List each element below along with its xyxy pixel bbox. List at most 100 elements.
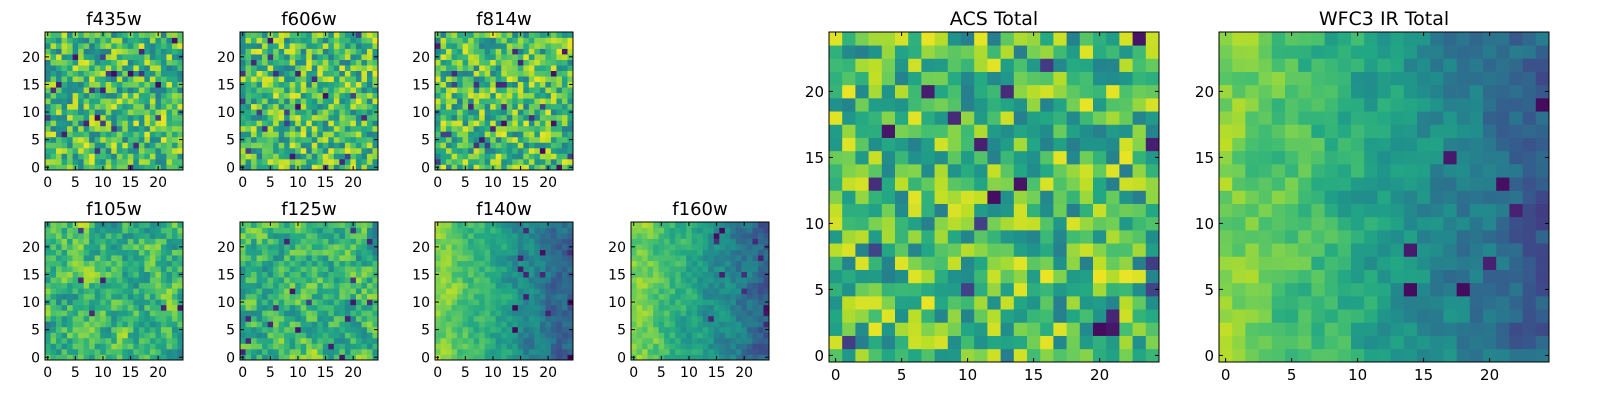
f435w-cell <box>116 65 123 71</box>
f606w-cell <box>251 37 257 44</box>
acs-total-cell <box>1066 177 1081 191</box>
f814w-cell <box>468 54 474 60</box>
f606w-cell <box>256 76 263 83</box>
f814w-cell <box>473 103 480 110</box>
f105w-cell <box>177 266 184 273</box>
f606w-cell <box>355 59 362 66</box>
acs-total-cell <box>895 203 909 218</box>
f140w-cell <box>446 266 452 273</box>
f606w-cell <box>311 98 318 105</box>
f435w-cell <box>127 87 134 94</box>
f140w-cell <box>495 227 502 234</box>
f160w-cell <box>675 288 682 295</box>
f105w-cell <box>50 255 57 261</box>
f435w-cell <box>127 48 134 55</box>
f435w-cell <box>67 81 73 88</box>
f125w-cell <box>350 271 357 278</box>
f105w-cell <box>83 233 90 239</box>
f814w-cell <box>479 114 486 121</box>
f105w-cell <box>144 222 151 228</box>
acs-total-cell <box>895 256 909 270</box>
f125w-cell <box>278 315 285 322</box>
f814w-cell <box>446 109 452 116</box>
f125w-cell <box>328 271 335 278</box>
f435w-cell <box>61 59 68 66</box>
f105w-cell <box>177 304 184 311</box>
f435w-cell <box>144 142 151 149</box>
f125w-cell <box>306 315 313 322</box>
f160w-cell <box>719 255 726 261</box>
f814w-cell <box>506 76 513 83</box>
f160w-cell <box>708 277 715 284</box>
f140w-cell <box>495 304 502 311</box>
f125w-cell <box>339 310 346 317</box>
f814w-cell <box>539 120 546 127</box>
f140w-cell <box>556 315 563 322</box>
f606w-cell <box>366 37 373 44</box>
f125w-cell <box>300 310 307 317</box>
f140w-cell <box>457 238 463 245</box>
f814w-cell <box>440 65 447 71</box>
f105w-cell <box>166 249 173 256</box>
f435w-cell <box>45 37 51 44</box>
f814w-cell <box>545 109 552 116</box>
f814w-ytick-label: 0 <box>421 160 430 176</box>
f814w-cell <box>506 147 513 154</box>
f435w-cell <box>122 136 129 143</box>
acs-total-cell <box>868 296 883 310</box>
f125w-cell <box>267 277 274 284</box>
acs-total-cell <box>1040 150 1054 165</box>
f105w-cell <box>149 343 156 350</box>
f814w-cell <box>534 131 541 138</box>
f606w-cell <box>322 125 329 132</box>
f160w-cell <box>675 222 682 228</box>
f105w-cell <box>61 249 68 256</box>
f435w-cell <box>50 76 57 83</box>
f105w-cell <box>50 271 57 278</box>
acs-total-cell <box>947 230 962 244</box>
f814w-cell <box>550 32 557 38</box>
f140w-cell <box>479 293 486 300</box>
f606w-cell <box>339 59 346 66</box>
acs-total-cell <box>987 348 1001 363</box>
f140w-cell <box>457 321 463 328</box>
f140w-cell <box>512 255 519 261</box>
f814w-ytick-label: 20 <box>412 50 430 66</box>
f140w-cell <box>534 354 541 361</box>
f140w-cell <box>534 337 541 344</box>
f105w-cell <box>45 337 51 344</box>
acs-total-cell <box>974 335 988 350</box>
f105w-cell <box>61 299 68 306</box>
f435w-cell <box>171 70 178 77</box>
f606w-cell <box>366 158 373 165</box>
f606w-cell <box>339 136 346 143</box>
f814w-xtick-label: 0 <box>433 175 442 191</box>
acs-total-cell <box>881 269 896 284</box>
f435w-cell <box>133 103 140 110</box>
f435w-cell <box>171 98 178 105</box>
f125w-cell <box>262 249 268 256</box>
f125w-cell <box>278 332 285 339</box>
f814w-cell <box>473 43 480 49</box>
f814w-cell <box>512 125 519 132</box>
f435w-cell <box>100 43 107 49</box>
f814w-cell <box>435 147 441 154</box>
f105w-cell <box>50 299 57 306</box>
f435w-cell <box>127 70 134 77</box>
f606w-cell <box>256 136 263 143</box>
acs-total-cell <box>987 190 1001 204</box>
f814w-cell <box>506 37 513 44</box>
f160w-cell <box>730 244 737 250</box>
f105w-cell <box>177 348 184 355</box>
f125w-cell <box>245 266 252 273</box>
f814w-cell <box>528 158 535 165</box>
f125w-cell <box>289 282 296 289</box>
f160w-cell <box>658 321 665 328</box>
f125w-cell <box>262 288 268 295</box>
f105w-cell <box>111 249 118 256</box>
f814w-cell <box>534 59 541 66</box>
f105w-cell <box>166 271 173 278</box>
f105w-cell <box>89 332 96 339</box>
f125w-cell <box>273 299 279 306</box>
f125w-cell <box>267 337 274 344</box>
